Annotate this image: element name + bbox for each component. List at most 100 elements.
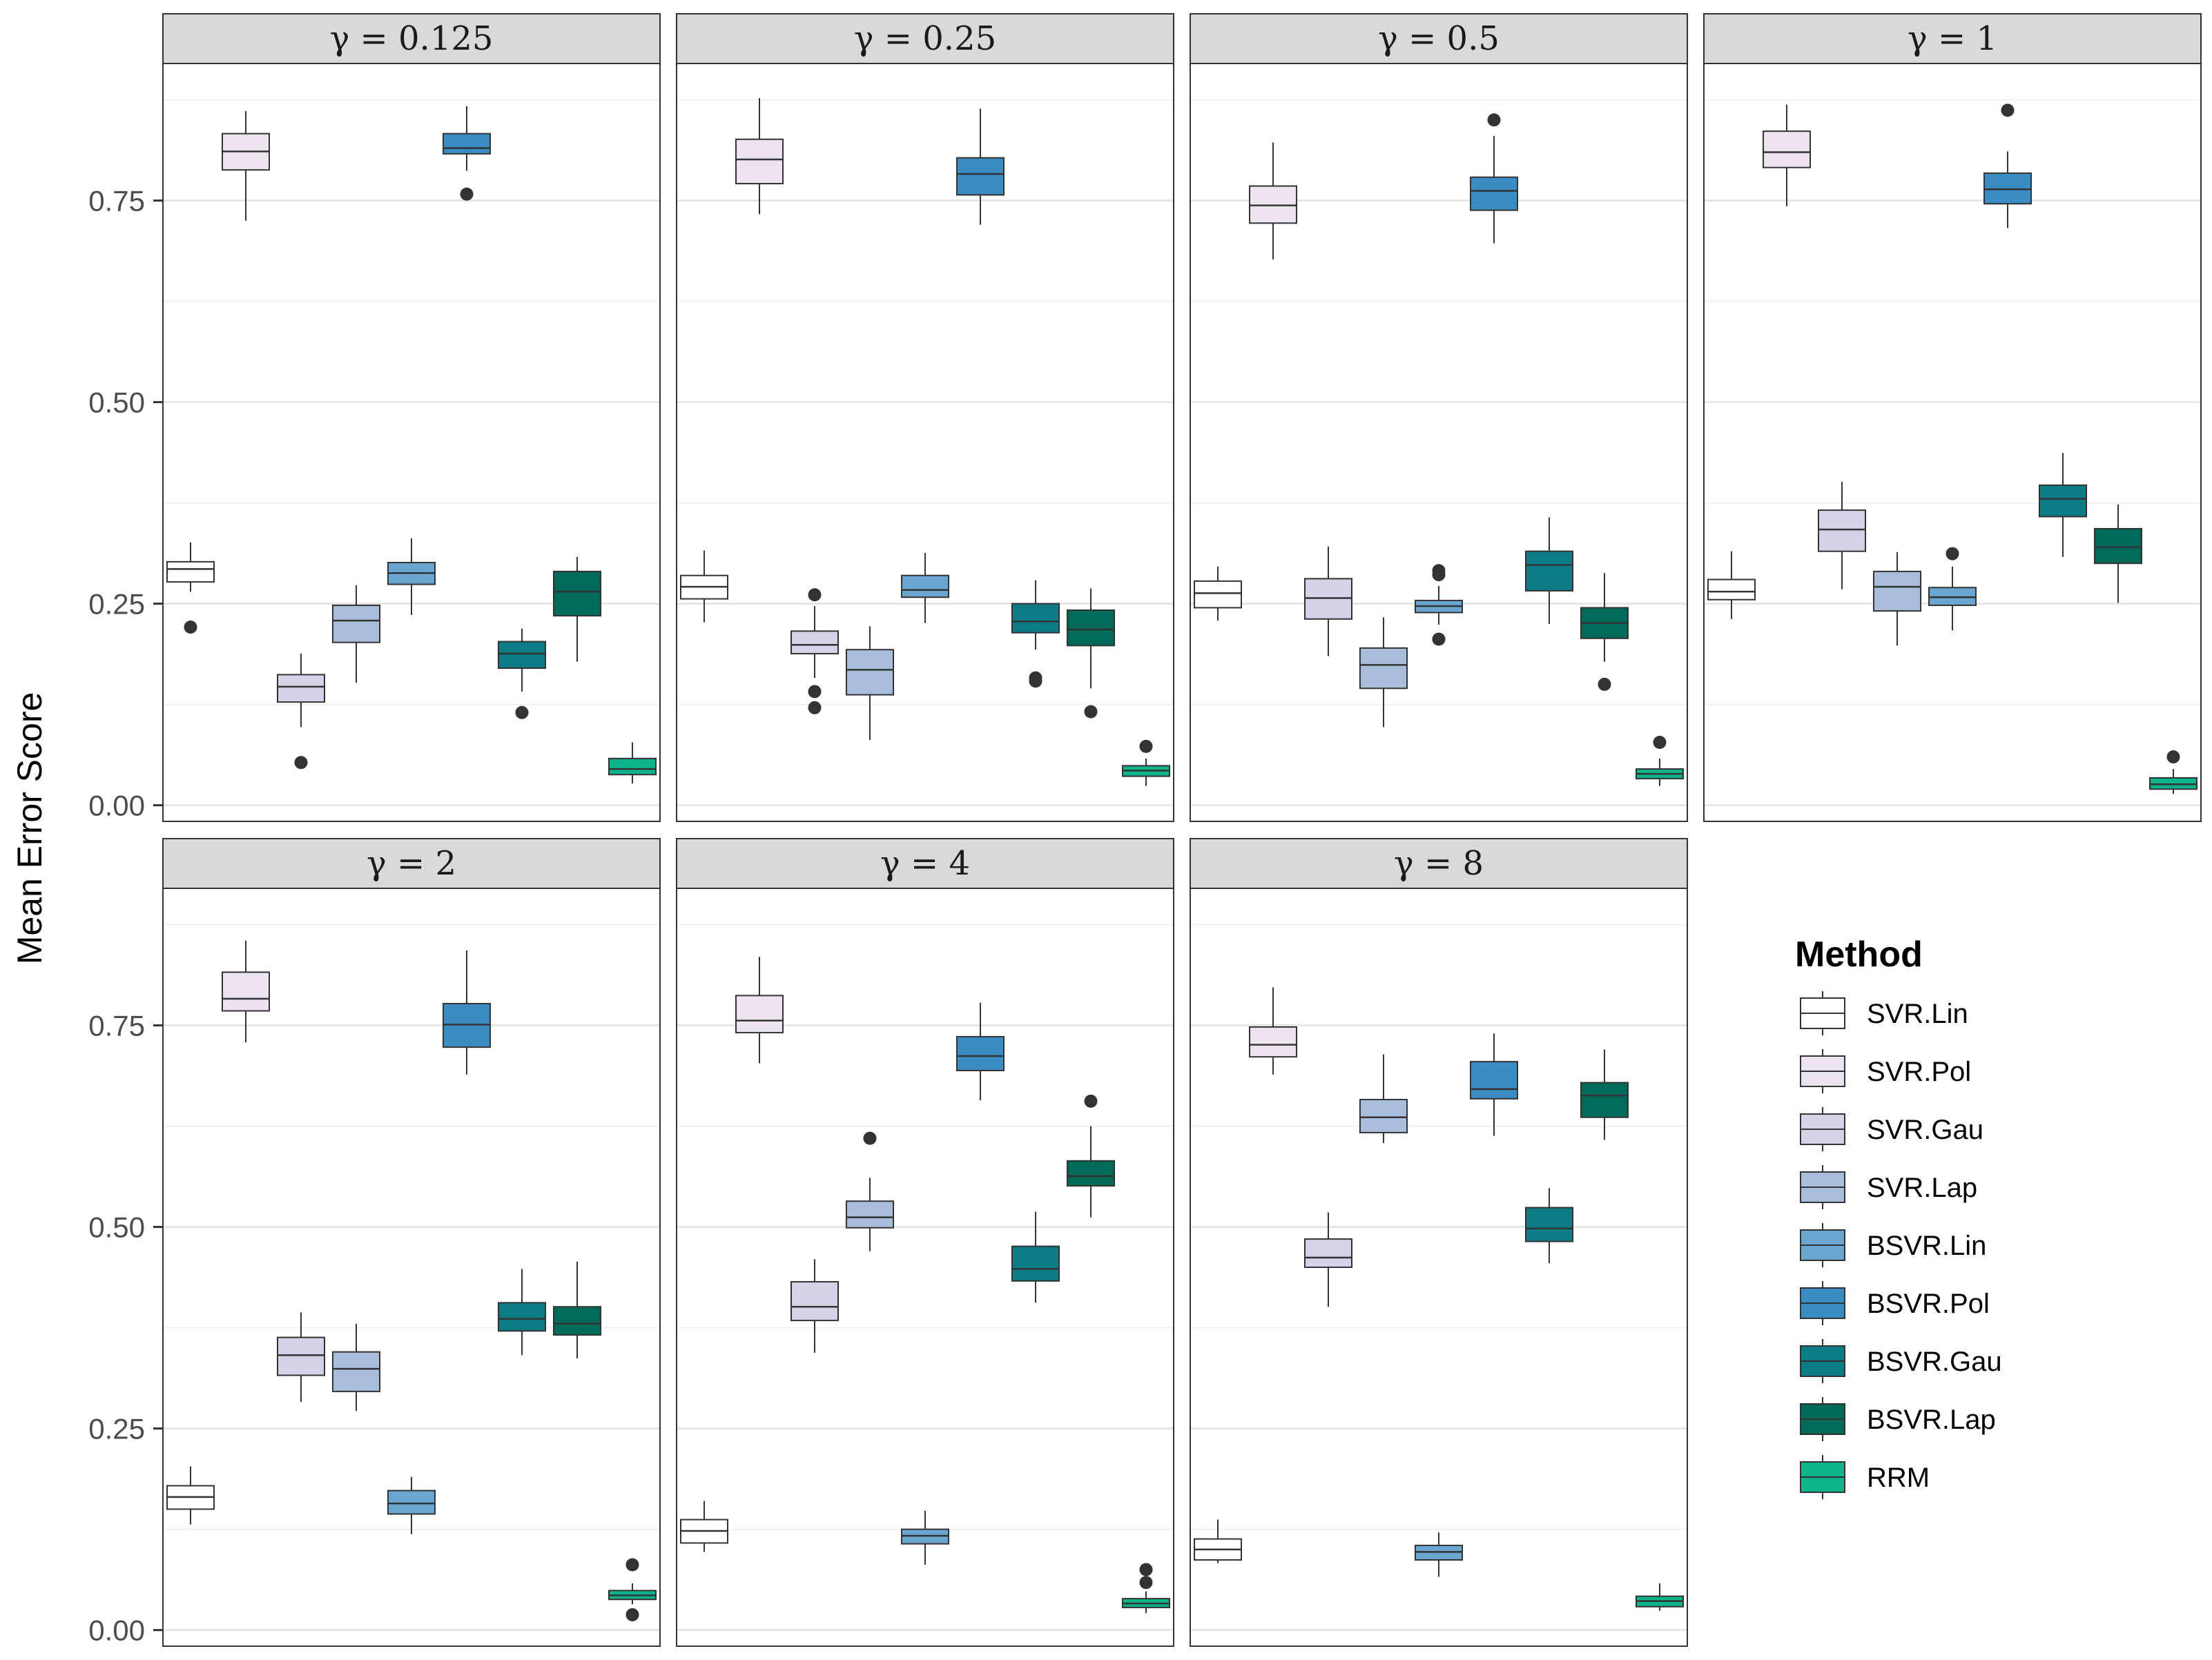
outlier-point [625,1558,639,1572]
legend-key [1800,1281,1845,1325]
iqr-box [553,1306,601,1336]
y-tick-label: 0.00 [88,790,145,822]
iqr-box [1707,578,1756,600]
panel-border [676,63,1174,822]
outlier-point [1946,547,1959,560]
iqr-box [1580,1082,1629,1118]
iqr-box [2039,484,2087,518]
boxplot-svr-pol [222,110,270,221]
boxplot-svr-lap [1359,617,1408,728]
boxplot-svr-lap [1873,551,1921,646]
boxplot-svr-gau [1304,1212,1352,1307]
boxplot-bsvr-gau [1525,1188,1573,1264]
boxplot-svr-lin [166,1466,215,1525]
facet-panel: γ = 2 0.00 0.25 0.50 0.75 [88,838,661,1647]
outlier-point [1084,1094,1098,1108]
legend-title: Method [1795,935,1923,975]
legend-label: BSVR.Lap [1867,1405,1996,1435]
boxplot-svr-lin [1194,1519,1242,1563]
boxplot-bsvr-lin [901,553,949,623]
boxplot-bsvr-lin [901,1510,949,1565]
legend: Method SVR.Lin SVR.Pol SVR.Gau SVR.Lap BSVR.L… [1795,935,2002,1499]
outlier-point [2001,104,2015,117]
iqr-box [735,995,784,1034]
boxplot-bsvr-lap [2094,504,2142,603]
boxplot-bsvr-gau [498,628,546,719]
boxplot-svr-lin [1194,566,1242,621]
facet-strip [1703,13,2202,64]
boxplot-bsvr-lap [553,556,601,662]
panel-border [1190,888,1688,1647]
facet-strip-label: γ = 0.125 [330,19,494,58]
boxplot-bsvr-pol [1470,1033,1518,1136]
iqr-box [1194,580,1242,609]
outlier-point [1139,1563,1153,1576]
boxplot-rrm [1122,1563,1170,1614]
facet-panel: γ = 1 [1703,13,2202,822]
facet-strip-label: γ = 0.5 [1378,19,1500,58]
legend-key [1800,1107,1845,1151]
boxplot-svr-lap [332,585,380,683]
iqr-box [2094,527,2142,565]
boxplot-rrm [1122,739,1170,786]
facet-strip-label: γ = 8 [1394,844,1484,883]
boxplot-bsvr-pol [443,950,491,1075]
iqr-box [1249,1026,1297,1058]
iqr-box [956,157,1005,196]
boxplot-bsvr-gau [1011,1211,1060,1303]
legend-label: RRM [1867,1463,1930,1493]
iqr-box [553,570,601,617]
boxplot-bsvr-pol [1470,113,1518,244]
legend-key [1800,1397,1845,1441]
y-axis-title: Mean Error Score [10,692,49,965]
iqr-box [222,971,270,1012]
panel-border [1190,63,1688,822]
iqr-box [956,1035,1005,1071]
outlier-point [808,685,822,699]
outlier-point [863,1131,877,1145]
panel-background [163,64,660,821]
boxplot-svr-pol [222,940,270,1043]
facet-strip [1190,13,1688,64]
legend-label: SVR.Lin [1867,999,1968,1029]
legend-key [1800,1455,1845,1499]
y-tick-label: 0.75 [88,1010,145,1042]
boxplot-svr-lin [680,1501,728,1552]
outlier-point [1432,632,1446,646]
iqr-box [498,641,546,670]
iqr-box [901,574,949,598]
boxplot-bsvr-pol [1983,104,2032,228]
facet-strip [162,13,661,64]
boxplot-svr-lap [332,1323,380,1411]
boxplot-bsvr-pol [443,106,491,201]
outlier-point [460,187,474,201]
facet-strip [676,838,1174,889]
iqr-box [166,560,215,583]
boxplot-bsvr-gau [1011,580,1060,688]
facet-panel: γ = 4 [676,838,1174,1647]
iqr-box [790,630,839,655]
boxplot-svr-gau [277,1312,325,1403]
iqr-box [1470,1061,1518,1100]
facet-panel: γ = 0.5 [1190,13,1688,822]
outlier-point [808,701,822,714]
outlier-point [1139,1576,1153,1590]
facet-strip-label: γ = 4 [880,844,970,883]
facet-panel: γ = 0.125 0.00 0.25 0.50 0.75 [88,13,661,822]
panel-border [1703,63,2202,822]
boxplot-svr-gau [277,654,325,770]
boxplot-bsvr-lin [387,1476,436,1534]
panel-background [1190,64,1687,821]
outlier-point [625,1608,639,1621]
outlier-point [1084,705,1098,719]
boxplot-rrm [2149,750,2198,794]
iqr-box [846,1200,894,1229]
boxplot-svr-lin [680,550,728,623]
panel-border [676,888,1174,1647]
iqr-box [387,1490,436,1515]
outlier-point [1598,677,1611,691]
boxplot-svr-pol [1249,142,1297,260]
y-tick-label: 0.75 [88,185,145,217]
outlier-point [1653,736,1667,750]
boxplot-svr-lap [846,1131,894,1251]
